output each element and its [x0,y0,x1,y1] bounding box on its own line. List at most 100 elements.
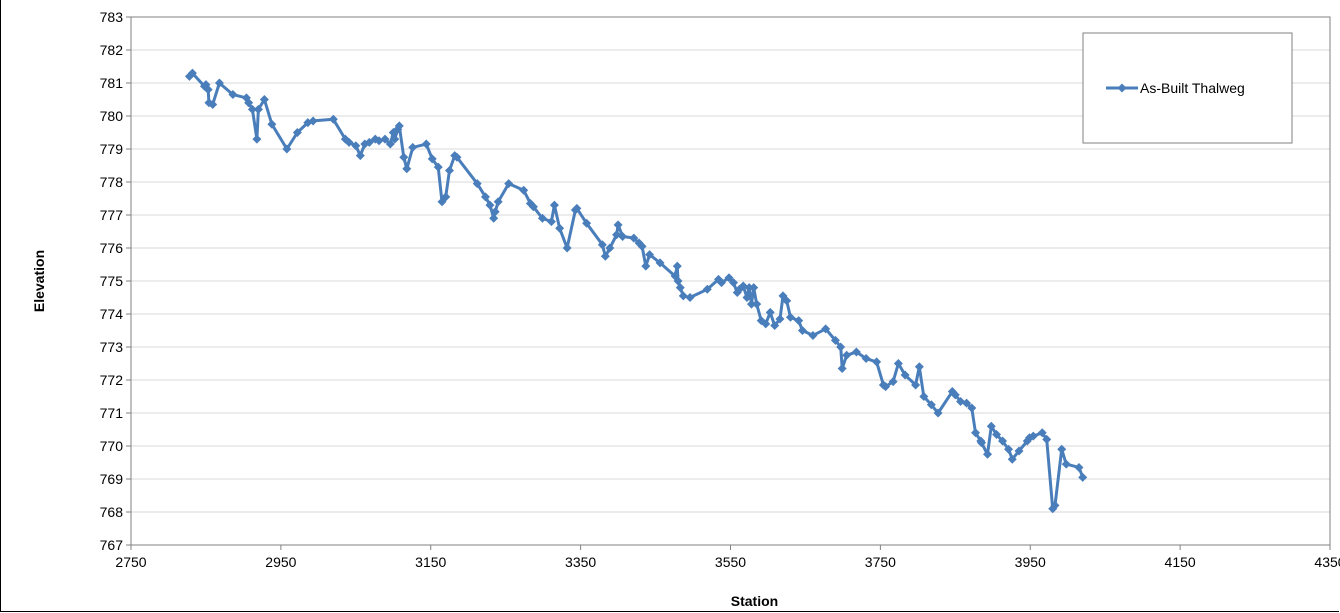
y-tick-label: 782 [100,42,124,58]
x-tick-label: 4150 [1165,554,1196,570]
data-point [472,179,482,189]
data-point [351,141,361,151]
data-point [208,99,218,109]
data-point [641,261,651,271]
data-point [441,192,451,202]
data-point [433,162,443,172]
y-tick-label: 778 [100,174,124,190]
series-layer [184,68,1088,514]
y-tick-label: 779 [100,141,124,157]
y-tick-label: 777 [100,207,124,223]
data-point [749,283,759,293]
tick-labels: 767 768 769 770 771 772 773 774 775 776 777 778 779 7… [100,9,1340,570]
y-axis-title: Elevation [31,250,47,312]
data-point [485,200,495,210]
data-point [394,121,404,131]
data-point [1037,428,1047,438]
data-point [1042,434,1052,444]
data-point [785,312,795,322]
data-point [1061,459,1071,469]
data-point [452,152,462,162]
data-point [253,104,263,114]
legend-series-label: As-Built Thalweg [1140,80,1245,96]
data-point [555,223,565,233]
data-point [986,421,996,431]
data-point [244,98,254,108]
data-point [672,261,682,271]
data-point [1007,454,1017,464]
data-point [933,408,943,418]
data-point [893,359,903,368]
data-point [328,114,338,124]
data-point [385,139,395,149]
data-point [408,142,418,152]
data-point [259,95,269,104]
data-point [770,321,780,331]
data-point [1014,446,1024,456]
data-point [836,342,846,352]
data-point [992,429,1002,439]
data-point [390,134,400,144]
x-tick-label: 3550 [715,554,746,570]
data-point [888,377,898,387]
data-point [983,449,993,459]
data-point [967,403,977,413]
data-point [600,251,610,261]
data-point [582,218,592,228]
data-point [546,217,556,227]
data-point [742,293,752,302]
data-point [911,380,921,390]
data-point [1004,444,1014,454]
series-line-as-built-thalweg [188,71,1085,511]
data-point [821,324,831,334]
data-point [914,362,924,372]
y-tick-label: 780 [100,108,124,124]
data-point [872,357,882,367]
data-point [1050,500,1060,510]
axes [126,16,1331,550]
data-point [900,370,910,380]
data-point [344,137,354,147]
data-point [675,283,685,293]
data-point [919,392,929,401]
data-point [724,273,734,283]
data-point [399,152,409,162]
data-point [837,363,847,373]
data-point [480,192,490,202]
data-point [247,104,257,114]
plot-area-border [130,16,1331,546]
x-tick-label: 2750 [115,554,146,570]
y-tick-label: 772 [100,372,124,388]
data-point [645,250,655,260]
y-tick-label: 768 [100,504,124,520]
data-point [493,197,503,207]
x-axis-title: Station [731,593,778,609]
data-point [746,299,756,309]
data-point [489,213,499,223]
x-tick-label: 2950 [265,554,296,570]
data-point [267,119,277,129]
data-point [977,438,987,448]
data-point [842,350,852,360]
data-point [537,213,547,223]
x-tick-label: 3950 [1015,554,1046,570]
data-point [444,165,454,175]
x-tick-label: 3750 [865,554,896,570]
data-point [637,241,647,251]
data-point [504,179,514,189]
legend: As-Built Thalweg [1082,32,1293,144]
y-tick-label: 781 [100,75,124,91]
data-point [1057,444,1067,454]
data-point [252,134,262,144]
x-tick-label: 3150 [415,554,446,570]
y-tick-label: 767 [100,537,124,553]
data-point [926,400,936,410]
data-point [861,354,871,364]
data-point [950,390,960,400]
data-point [187,68,197,78]
data-point [562,243,572,253]
data-point [830,335,840,345]
data-point [1078,472,1088,482]
